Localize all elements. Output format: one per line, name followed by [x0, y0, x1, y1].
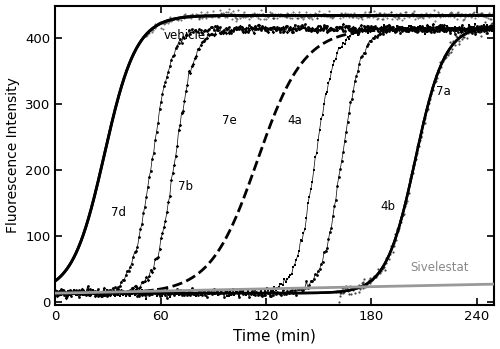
Text: 7a: 7a — [436, 84, 451, 98]
Text: 4a: 4a — [287, 114, 302, 127]
Text: 7d: 7d — [112, 206, 126, 220]
Text: 7e: 7e — [222, 114, 237, 127]
Text: 4b: 4b — [380, 200, 395, 213]
Text: 7b: 7b — [178, 180, 193, 193]
X-axis label: Time (min): Time (min) — [234, 328, 316, 343]
Y-axis label: Fluorescence Intensity: Fluorescence Intensity — [6, 77, 20, 233]
Text: Sivelestat: Sivelestat — [410, 261, 469, 274]
Text: vehicle: vehicle — [164, 29, 206, 42]
